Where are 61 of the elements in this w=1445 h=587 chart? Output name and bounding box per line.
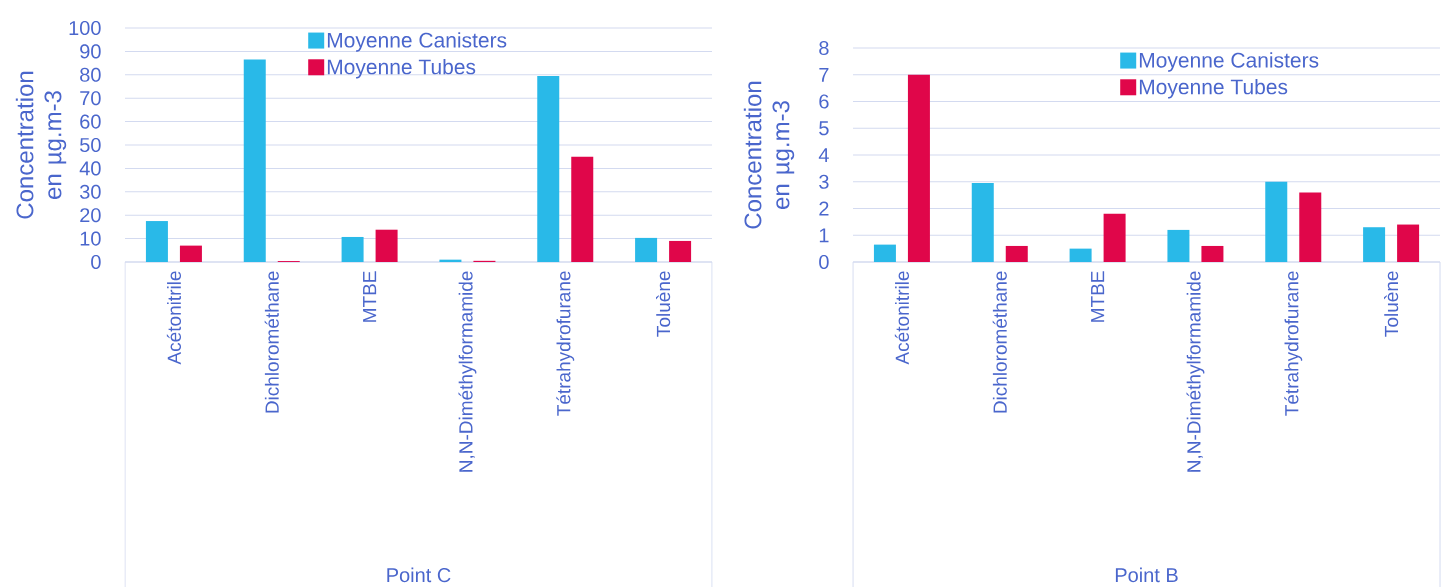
bar [179,245,202,262]
bar [1005,245,1028,262]
x-tick-label: Tétrahydrofurane [556,271,575,416]
y-tick-label: 6 [819,94,829,109]
bar [1167,229,1190,262]
y-tick-label: 5 [819,121,829,136]
bar [1265,181,1288,262]
bar [971,183,994,262]
bar [1397,224,1420,262]
x-tick-label: N,N-Diméthylformamide [458,271,477,472]
legend-label: Moyenne Tubes [1139,78,1288,99]
y-tick-label: 1 [819,228,829,243]
x-tick-label: MTBE [1091,271,1105,322]
bar [1363,227,1386,262]
bar [145,221,168,262]
y-tick-label: 10 [80,231,101,246]
y-tick-label: 4 [818,148,829,162]
bar [907,74,930,262]
legend-label: Moyenne Canisters [327,32,507,52]
bar [243,59,266,262]
y-tick-label: 70 [80,91,101,106]
bar [537,75,560,262]
y-tick-label: 40 [79,161,101,176]
bar [1201,245,1224,262]
bar [1103,213,1126,262]
x-tick-label: Dichlorométhane [992,271,1007,413]
bar [669,240,692,262]
y-tick-label: 0 [91,254,101,270]
y-tick-label: 100 [69,20,101,36]
bar [375,229,398,262]
bar [571,156,594,262]
x-tick-label: Acétonitrile [166,271,182,365]
bar [1299,192,1322,262]
y-axis-title: Concentration en µg.m-3 [743,81,795,229]
y-tick-label: 80 [80,67,101,82]
x-tick-label: MTBE [363,271,377,322]
y-tick-label: 20 [80,208,101,223]
y-tick-label: 3 [819,174,829,189]
y-tick-label: 8 [819,40,829,56]
y-tick-label: 30 [79,184,101,199]
x-axis-title: Point C [387,567,451,583]
x-tick-label: Acétonitrile [894,271,910,365]
x-axis-title: Point B [1115,567,1178,583]
bar [1069,248,1092,262]
x-tick-label: Dichlorométhane [264,271,279,413]
x-tick-label: N,N-Diméthylformamide [1186,271,1205,472]
bar [873,244,896,262]
y-tick-label: 90 [80,44,101,59]
y-tick-label: 7 [819,67,829,82]
y-axis-title: Concentration en µg.m-3 [15,71,67,219]
bar [635,237,658,262]
bar [341,236,364,262]
y-tick-label: 60 [80,114,101,129]
x-tick-label: Toluène [1384,271,1399,337]
legend-label: Moyenne Tubes [327,58,476,79]
y-tick-label: 50 [80,137,101,153]
y-tick-label: 0 [819,254,829,270]
x-tick-label: Toluène [656,271,671,337]
legend-label: Moyenne Canisters [1139,52,1319,72]
y-tick-label: 2 [819,201,829,216]
x-tick-label: Tétrahydrofurane [1284,271,1303,416]
